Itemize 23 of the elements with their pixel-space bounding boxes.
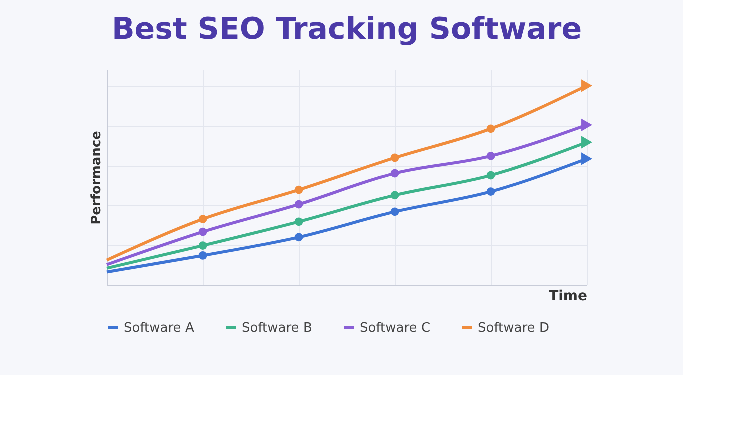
point xyxy=(390,191,400,200)
chart-title: Best SEO Tracking Software xyxy=(112,12,582,47)
point xyxy=(390,169,400,178)
point xyxy=(486,171,496,180)
point xyxy=(390,208,400,216)
x-axis-title: Time xyxy=(549,288,588,304)
point xyxy=(198,215,208,224)
point xyxy=(294,200,304,209)
point xyxy=(486,124,496,134)
point xyxy=(486,188,496,196)
point xyxy=(294,186,304,194)
y-axis-title: Performance xyxy=(90,130,104,225)
legend-label: Software B xyxy=(242,320,312,336)
point xyxy=(486,152,496,160)
legend-label: Software C xyxy=(360,320,431,336)
point xyxy=(294,233,304,242)
point xyxy=(198,242,208,250)
legend-label: Software A xyxy=(124,320,194,336)
legend-label: Software D xyxy=(478,320,550,336)
point xyxy=(198,228,208,236)
point xyxy=(294,218,304,226)
point xyxy=(390,154,400,162)
point xyxy=(198,252,208,260)
